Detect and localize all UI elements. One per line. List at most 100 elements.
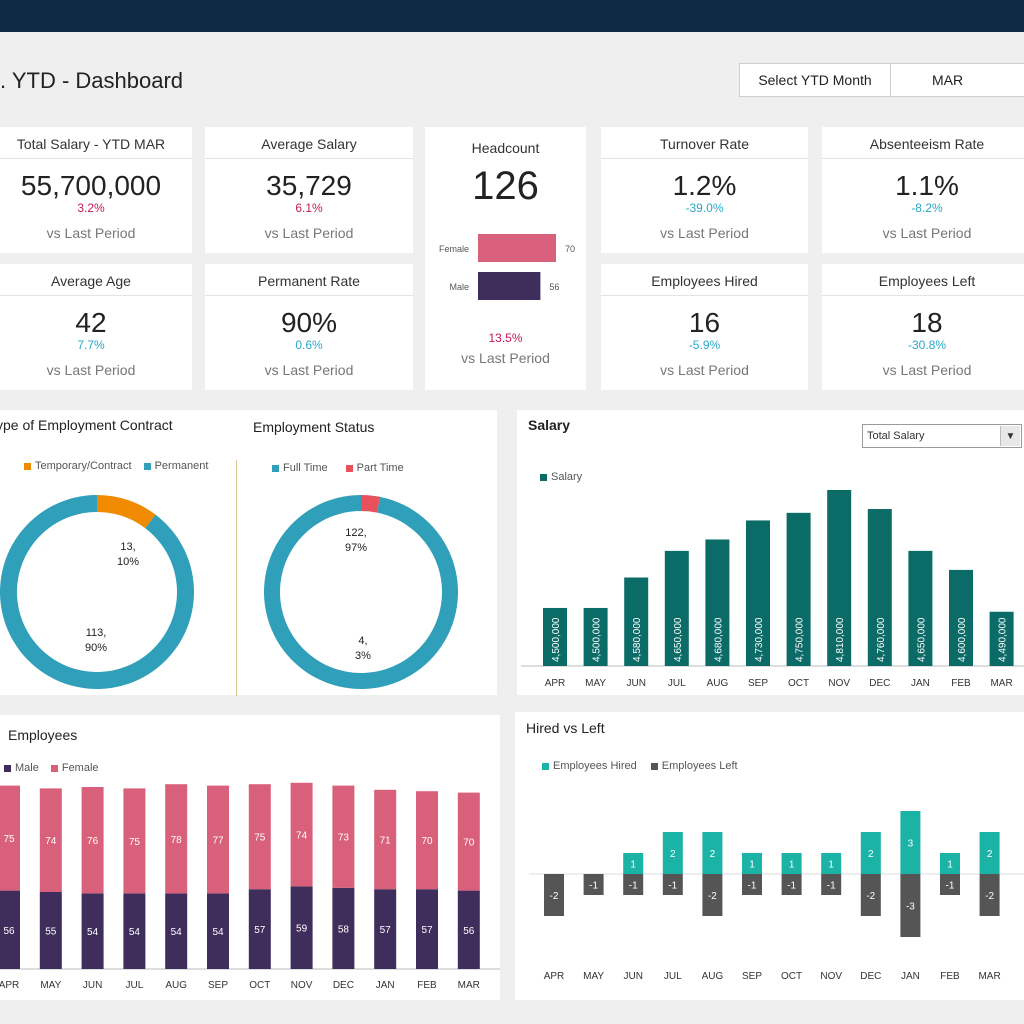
- donut-data-label: 122,: [345, 527, 366, 539]
- female-bar: [374, 789, 397, 890]
- salary-bar: [583, 607, 608, 666]
- kpi-vs-label: vs Last Period: [882, 362, 972, 378]
- x-tick-label: OCT: [781, 971, 802, 982]
- hired-bar: [821, 853, 842, 874]
- ytd-month-value[interactable]: MAR: [931, 72, 964, 88]
- male-data-label: 55: [45, 927, 57, 938]
- x-tick-label: JUL: [668, 678, 686, 689]
- kpi-title: Total Salary - YTD MAR: [0, 127, 192, 159]
- kpi-title: Turnover Rate: [601, 127, 808, 159]
- x-tick-label: APR: [544, 971, 565, 982]
- kpi-turnover-rate: Turnover Rate 1.2% -39.0% vs Last Period: [601, 127, 808, 253]
- triangle-down-icon[interactable]: ▼: [1000, 426, 1020, 446]
- male-bar: [123, 893, 146, 969]
- ytd-month-label: Select YTD Month: [740, 64, 891, 96]
- legend-label: Part Time: [356, 462, 404, 474]
- contract-legend: Temporary/Contract Permanent: [24, 460, 208, 472]
- left-bar: [781, 874, 802, 895]
- kpi-headcount: Headcount 126 Female 70 Male 56 13.5% vs…: [425, 127, 586, 390]
- legend-label: Temporary/Contract: [35, 460, 132, 472]
- employees-stacked-chart: 56 75 APR 55 74 MAY 54 76 JUN 54 75 JUL 54 78 AUG 54 77 S…: [0, 782, 500, 991]
- male-bar: [81, 893, 104, 969]
- female-bar: [332, 785, 355, 888]
- kpi-permanent-rate: Permanent Rate 90% 0.6% vs Last Period: [205, 264, 413, 390]
- left-bar: [662, 874, 683, 895]
- male-bar: [0, 890, 20, 969]
- legend-swatch: [143, 462, 151, 470]
- donut-charts: 13, 10% 113, 90% 122, 97% 4, 3%: [0, 495, 458, 689]
- x-tick-label: DEC: [860, 971, 881, 982]
- left-data-label: -3: [906, 902, 915, 913]
- salary-data-label: 4,500,000: [592, 617, 603, 662]
- left-bar: [860, 874, 881, 916]
- legend-swatch: [4, 764, 11, 772]
- x-tick-label: JAN: [911, 678, 930, 689]
- x-tick-label: FEB: [951, 678, 971, 689]
- salary-metric-dropdown[interactable]: Total Salary ▼: [862, 424, 1022, 448]
- headcount-gender-bars: Female 70 Male 56: [439, 234, 575, 300]
- salary-bar: [827, 490, 852, 666]
- kpi-value: 126: [472, 164, 539, 208]
- ytd-month-selector[interactable]: Select YTD Month MAR: [739, 63, 1024, 97]
- female-data-label: 75: [129, 837, 141, 848]
- employees-chart-title: Employees: [8, 727, 78, 743]
- male-data-label: 57: [254, 925, 266, 936]
- kpi-vs-label: vs Last Period: [264, 362, 354, 378]
- salary-data-label: 4,600,000: [957, 617, 968, 662]
- kpi-title: Headcount: [471, 140, 540, 156]
- kpi-value: 18: [911, 307, 943, 338]
- kpi-value: 1.1%: [895, 170, 959, 201]
- female-data-label: 74: [296, 831, 308, 842]
- x-tick-label: DEC: [333, 980, 354, 991]
- salary-bar: [705, 539, 730, 666]
- x-tick-label: FEB: [940, 971, 960, 982]
- legend-item: Salary: [540, 471, 582, 483]
- legend-item: Employees Left: [650, 760, 738, 772]
- x-tick-label: OCT: [249, 980, 270, 991]
- hired-left-legend: Employees Hired Employees Left: [542, 760, 738, 772]
- male-bar: [248, 889, 271, 969]
- legend-swatch: [650, 762, 658, 770]
- x-tick-label: JUN: [626, 678, 645, 689]
- x-tick-label: SEP: [208, 980, 228, 991]
- salary-chart-title: Salary: [528, 417, 571, 433]
- x-tick-label: APR: [545, 678, 566, 689]
- employees-legend: Male Female: [4, 762, 99, 774]
- left-data-label: -1: [668, 881, 677, 892]
- left-data-label: -2: [708, 891, 717, 902]
- hired-data-label: 2: [868, 849, 874, 860]
- x-tick-label: APR: [0, 980, 19, 991]
- x-tick-label: JAN: [376, 980, 395, 991]
- kpi-change: -5.9%: [688, 338, 721, 352]
- hired-bar: [860, 832, 881, 874]
- female-bar: [39, 788, 62, 892]
- legend-swatch: [50, 764, 58, 772]
- kpi-title: Average Age: [0, 264, 192, 296]
- kpi-vs-label: vs Last Period: [46, 362, 136, 378]
- hired-bar: [900, 811, 921, 874]
- salary-data-label: 4,730,000: [754, 617, 765, 662]
- kpi-change: -30.8%: [907, 338, 947, 352]
- legend-item: Employees Hired: [542, 760, 637, 772]
- female-bar: [478, 234, 556, 262]
- top-bar: [0, 0, 1024, 32]
- salary-data-label: 4,500,000: [551, 617, 562, 662]
- x-tick-label: SEP: [748, 678, 768, 689]
- female-data-label: 75: [3, 834, 15, 845]
- female-data-label: 73: [338, 833, 350, 844]
- left-data-label: -1: [946, 881, 955, 892]
- x-tick-label: JUN: [623, 971, 642, 982]
- donut-data-label: 97%: [345, 542, 367, 554]
- male-bar: [457, 890, 480, 969]
- left-data-label: -1: [787, 881, 796, 892]
- x-tick-label: FEB: [417, 980, 437, 991]
- male-bar: [416, 889, 438, 969]
- legend-item: Female: [50, 762, 99, 774]
- male-data-label: 54: [212, 927, 224, 938]
- legend-label: Salary: [551, 471, 583, 483]
- kpi-change: 3.2%: [77, 201, 105, 215]
- donut-slice: [97, 495, 156, 529]
- kpi-change: 0.6%: [295, 338, 323, 352]
- male-data-label: 59: [296, 924, 308, 935]
- legend-item: Temporary/Contract: [24, 460, 132, 472]
